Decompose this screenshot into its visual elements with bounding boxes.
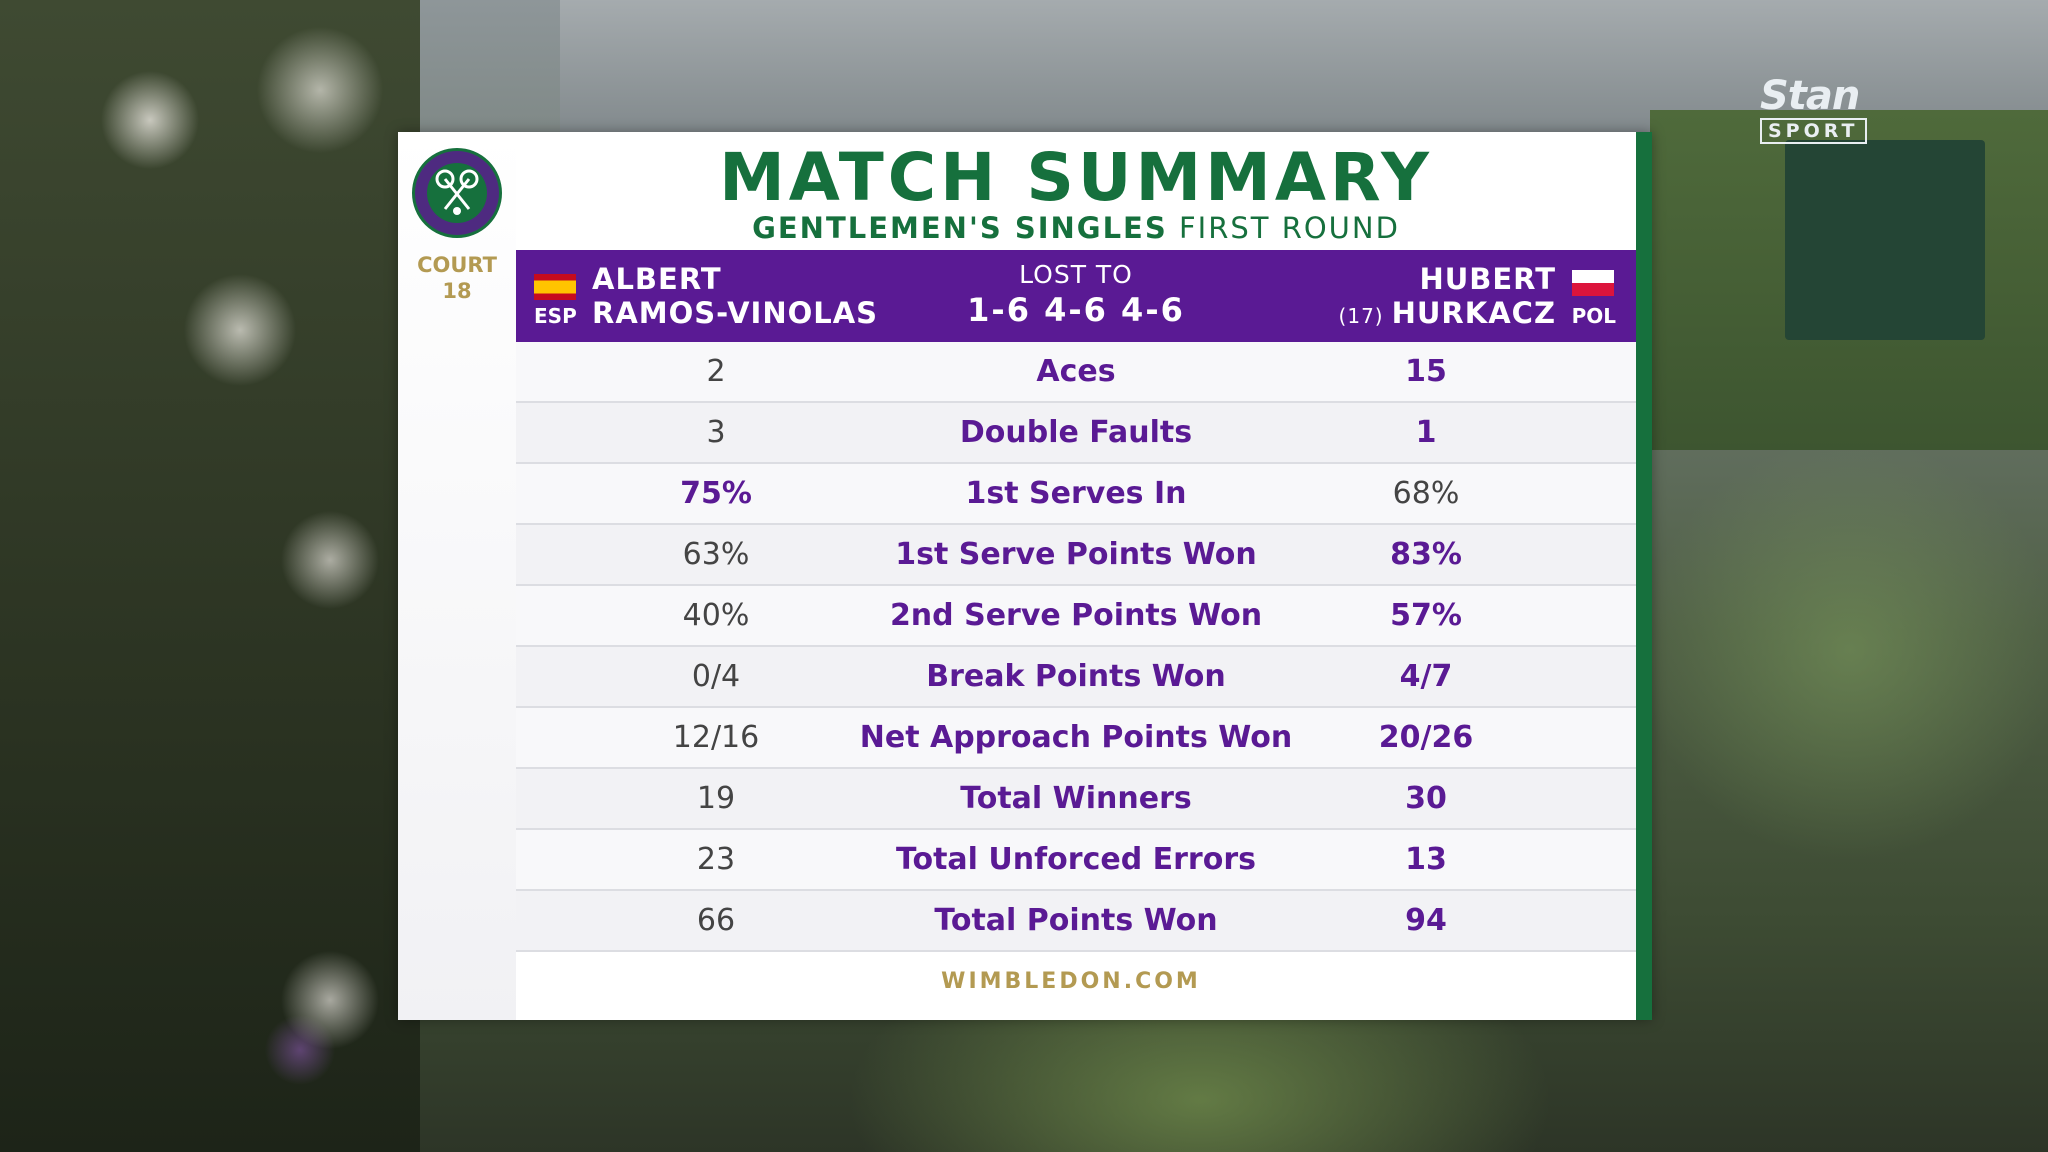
wimbledon-logo-icon xyxy=(412,148,502,238)
broadcaster-logo: Stan SPORT xyxy=(1760,76,1890,144)
stat-left-value: 2 xyxy=(706,354,726,389)
left-player-first: ALBERT xyxy=(592,262,722,296)
right-player-name: HUBERT (17) HURKACZ xyxy=(1339,262,1556,333)
stat-right-value: 83% xyxy=(1390,537,1462,572)
stat-row: 23 Total Unforced Errors 13 xyxy=(516,830,1636,891)
court-word: COURT xyxy=(417,253,497,277)
accent-bar xyxy=(1636,132,1652,1020)
stat-label: Total Points Won xyxy=(934,903,1218,938)
stat-label: Net Approach Points Won xyxy=(859,720,1293,755)
match-result: LOST TO 1-6 4-6 4-6 xyxy=(516,260,1636,330)
stat-label: Total Unforced Errors xyxy=(896,842,1256,877)
stat-left-value: 19 xyxy=(696,781,736,816)
stat-left-value: 66 xyxy=(696,903,736,938)
stat-label: 1st Serve Points Won xyxy=(895,537,1257,572)
stat-left-value: 12/16 xyxy=(672,720,760,755)
stat-row: 12/16 Net Approach Points Won 20/26 xyxy=(516,708,1636,769)
stat-right-value: 13 xyxy=(1405,842,1447,877)
stat-row: 19 Total Winners 30 xyxy=(516,769,1636,830)
flower-background xyxy=(0,0,420,1152)
website-footer: WIMBLEDON.COM xyxy=(941,969,1201,994)
court-number: 18 xyxy=(442,279,472,303)
stat-left-value: 3 xyxy=(706,415,726,450)
stat-left-value: 40% xyxy=(682,598,750,633)
stat-right-value: 68% xyxy=(1392,476,1460,511)
round-name: FIRST ROUND xyxy=(1178,211,1400,245)
stat-row: 66 Total Points Won 94 xyxy=(516,891,1636,952)
broadcaster-sub: SPORT xyxy=(1760,118,1867,144)
court-sign-background xyxy=(1785,140,1985,340)
players-bar: ESP ALBERT RAMOS-VINOLAS LOST TO 1-6 4-6… xyxy=(516,250,1636,342)
page-title: MATCH SUMMARY xyxy=(719,139,1433,216)
stat-right-value: 94 xyxy=(1405,903,1447,938)
stat-label: Double Faults xyxy=(959,415,1193,450)
round-subtitle: GENTLEMEN'S SINGLES FIRST ROUND xyxy=(516,210,1636,246)
stat-row: 40% 2nd Serve Points Won 57% xyxy=(516,586,1636,647)
stat-label: 1st Serves In xyxy=(965,476,1187,511)
broadcaster-name: Stan xyxy=(1760,73,1860,119)
stat-label: 2nd Serve Points Won xyxy=(889,598,1263,633)
stats-table: 2 Aces 15 3 Double Faults 1 75% 1st Serves In 68… xyxy=(516,342,1636,952)
event-name: GENTLEMEN'S SINGLES xyxy=(752,211,1168,245)
stat-right-value: 1 xyxy=(1415,415,1437,450)
stat-row: 2 Aces 15 xyxy=(516,342,1636,403)
left-player-name: ALBERT RAMOS-VINOLAS xyxy=(592,262,878,330)
stat-right-value: 4/7 xyxy=(1399,659,1453,694)
right-player-first: HUBERT xyxy=(1419,262,1556,296)
stat-row: 0/4 Break Points Won 4/7 xyxy=(516,647,1636,708)
stat-right-value: 30 xyxy=(1405,781,1447,816)
stat-left-value: 63% xyxy=(682,537,750,572)
stat-right-value: 20/26 xyxy=(1378,720,1474,755)
stat-label: Aces xyxy=(1036,354,1116,389)
stat-label: Total Winners xyxy=(960,781,1192,816)
left-player-country: ESP xyxy=(534,304,577,328)
right-player-country: POL xyxy=(1571,304,1616,328)
stat-left-value: 0/4 xyxy=(691,659,741,694)
stat-label: Break Points Won xyxy=(926,659,1226,694)
match-summary-board: COURT 18 MATCH SUMMARY GENTLEMEN'S SINGL… xyxy=(398,132,1652,1020)
right-player-seed: (17) xyxy=(1338,304,1384,328)
stat-row: 63% 1st Serve Points Won 83% xyxy=(516,525,1636,586)
spain-flag-icon xyxy=(534,274,576,300)
court-panel: COURT 18 xyxy=(398,132,516,1020)
stat-row: 3 Double Faults 1 xyxy=(516,403,1636,464)
left-player-last: RAMOS-VINOLAS xyxy=(592,296,879,330)
result-label: LOST TO xyxy=(1019,260,1133,289)
court-label: COURT 18 xyxy=(398,252,516,304)
stat-row: 75% 1st Serves In 68% xyxy=(516,464,1636,525)
stat-right-value: 15 xyxy=(1405,354,1447,389)
match-score: 1-6 4-6 4-6 xyxy=(967,291,1185,329)
poland-flag-icon xyxy=(1572,270,1614,296)
right-player-last: HURKACZ xyxy=(1391,296,1556,330)
stat-left-value: 23 xyxy=(696,842,736,877)
stat-right-value: 57% xyxy=(1390,598,1462,633)
stat-left-value: 75% xyxy=(680,476,752,511)
